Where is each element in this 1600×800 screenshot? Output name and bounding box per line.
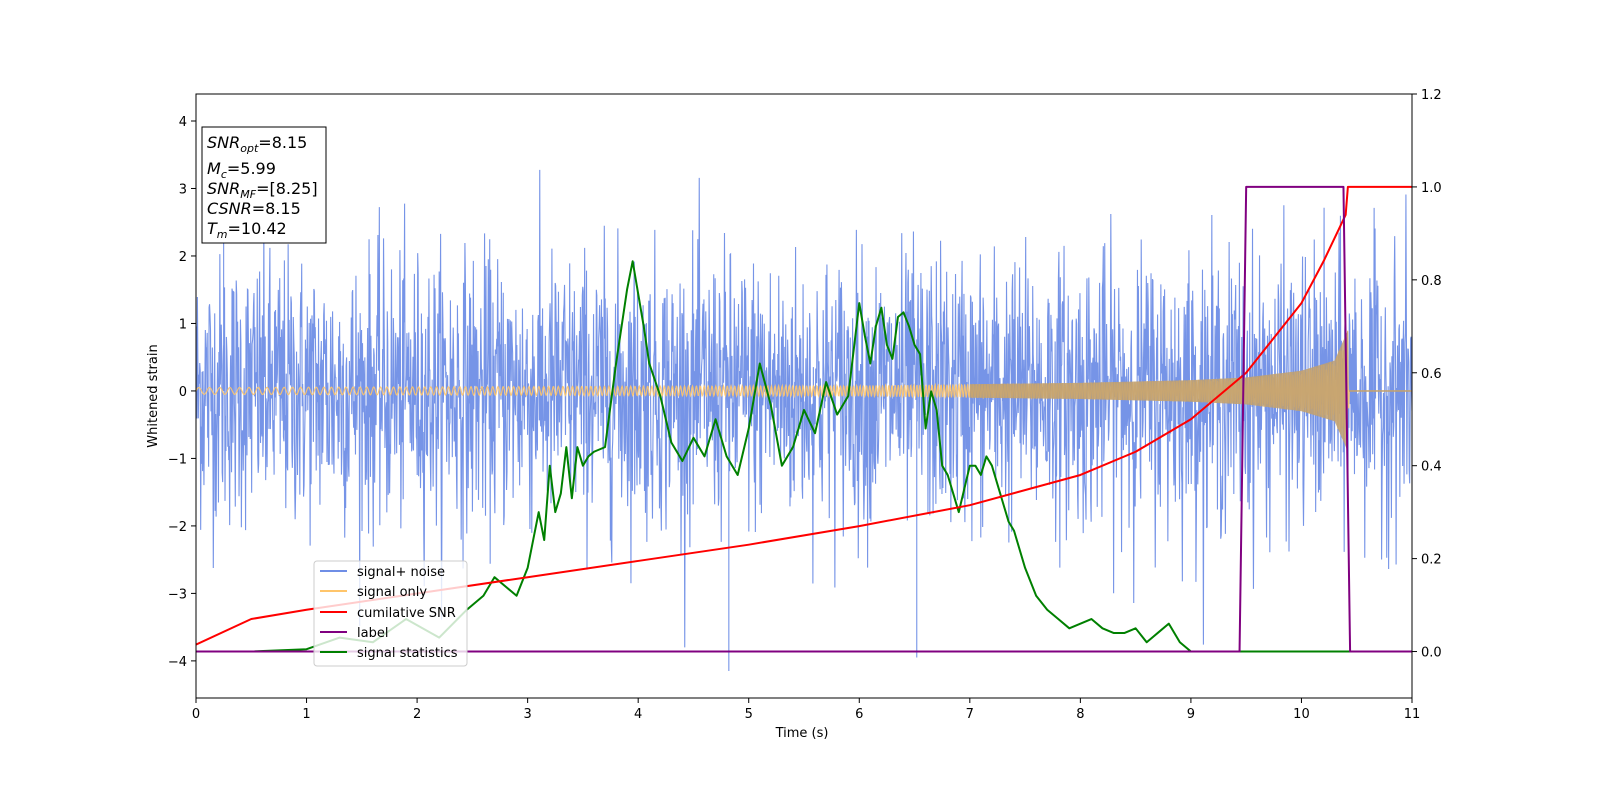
x-tick-label: 6 <box>855 707 863 722</box>
x-tick-label: 4 <box>634 707 642 722</box>
y-right-tick-label: 1.2 <box>1421 88 1442 103</box>
x-tick-label: 8 <box>1076 707 1084 722</box>
x-tick-label: 5 <box>745 707 753 722</box>
x-tick-label: 10 <box>1293 707 1310 722</box>
info-box: SNRopt=8.15 Mc=5.99 SNRMF=[8.25] CSNR=8.… <box>201 126 327 244</box>
signal-noise-series <box>196 127 1412 672</box>
x-tick-label: 2 <box>413 707 421 722</box>
x-tick-label: 0 <box>192 707 200 722</box>
signal-noise-line <box>196 127 1412 672</box>
label-line <box>196 185 1412 653</box>
legend-label-label: label <box>357 626 388 641</box>
x-tick-label: 3 <box>523 707 531 722</box>
x-axis-label: Time (s) <box>775 726 829 741</box>
legend-label-signal-only: signal only <box>357 585 427 600</box>
y-left-tick-label: 4 <box>179 115 187 130</box>
y-axis-label: Whitened strain <box>146 344 161 447</box>
x-tick-label: 1 <box>302 707 310 722</box>
y-right-tick-label: 1.0 <box>1421 181 1442 196</box>
y-left-tick-label: 3 <box>179 182 187 197</box>
x-axis: 0 1 2 3 4 5 6 7 8 9 10 11 <box>192 698 1420 722</box>
y-axis-right: 0.0 0.2 0.4 0.6 0.8 1.0 1.2 <box>1412 88 1442 661</box>
legend-label-cumilative-snr: cumilative SNR <box>357 606 456 621</box>
x-tick-label: 7 <box>966 707 974 722</box>
legend-label-signal-statistics: signal statistics <box>357 646 458 661</box>
y-right-tick-label: 0.2 <box>1421 553 1442 568</box>
legend-label-signal-noise: signal+ noise <box>357 565 445 580</box>
signal-statistics-line <box>196 260 1412 653</box>
y-left-tick-label: −1 <box>168 452 187 467</box>
y-right-tick-label: 0.8 <box>1421 274 1442 289</box>
legend: signal+ noise signal only cumilative SNR… <box>313 560 468 667</box>
x-tick-label: 11 <box>1404 707 1421 722</box>
legend-frame <box>313 560 468 667</box>
y-left-tick-label: 0 <box>179 385 187 400</box>
info-mc: Mc=5.99 <box>207 159 276 181</box>
y-left-tick-label: 2 <box>179 250 187 265</box>
y-left-tick-label: −3 <box>168 587 187 602</box>
info-snr-opt: SNRopt=8.15 <box>207 133 307 155</box>
y-right-tick-label: 0.6 <box>1421 367 1442 382</box>
y-left-tick-label: −2 <box>168 520 187 535</box>
info-snr-mf: SNRMF=[8.25] <box>207 179 318 201</box>
signal-only-envelope <box>969 330 1348 452</box>
y-axis-left: −4 −3 −2 −1 0 1 2 3 4 <box>168 115 196 670</box>
info-csnr: CSNR=8.15 <box>207 199 301 218</box>
y-right-tick-label: 0.0 <box>1421 646 1442 661</box>
y-right-tick-label: 0.4 <box>1421 460 1442 475</box>
axes-frame <box>195 93 1413 699</box>
info-box-frame <box>201 126 327 244</box>
x-tick-label: 9 <box>1187 707 1195 722</box>
y-left-tick-label: −4 <box>168 655 187 670</box>
y-left-tick-label: 1 <box>179 317 187 332</box>
info-tm: Tm=10.42 <box>207 219 287 241</box>
